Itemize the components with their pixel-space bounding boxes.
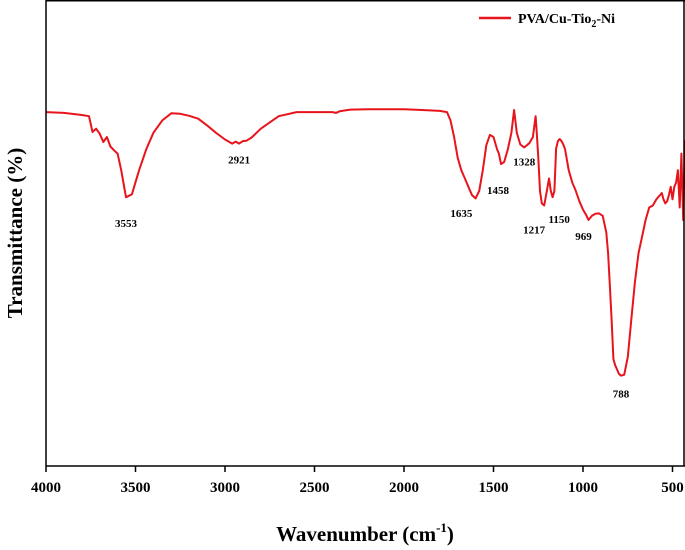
legend-label-main: PVA/Cu-Tio — [518, 12, 591, 27]
x-tick-label: 500 — [661, 480, 684, 496]
x-tick-label: 3000 — [210, 480, 240, 496]
plot-area — [45, 108, 685, 377]
x-tick-label: 1500 — [479, 480, 509, 496]
x-axis-ticks: 4000 3500 3000 2500 2000 1500 1000 500 — [31, 466, 684, 496]
x-tick-label: 2000 — [389, 480, 419, 496]
peak-label: 788 — [613, 389, 630, 401]
x-tick-label: 2500 — [300, 480, 330, 496]
peak-label: 1635 — [450, 208, 473, 220]
peak-label: 1458 — [487, 185, 510, 197]
x-axis-title: Wavenumber (cm-1) — [276, 520, 454, 546]
series-line — [45, 108, 685, 377]
y-axis-title: Transmittance (%) — [3, 148, 27, 319]
x-axis-title-main: Wavenumber (cm — [276, 522, 437, 546]
peak-label: 1217 — [523, 224, 546, 236]
peak-label: 969 — [575, 231, 592, 243]
peak-label: 3553 — [115, 218, 138, 230]
x-tick-label: 4000 — [31, 480, 61, 496]
legend-label-end: -Ni — [596, 12, 615, 27]
peak-label: 1150 — [548, 214, 570, 226]
chart-frame — [45, 0, 685, 467]
peak-label: 1328 — [513, 156, 536, 168]
legend-label-sub: 2 — [591, 19, 596, 30]
x-tick-label: 1000 — [568, 480, 598, 496]
x-axis-title-sup: -1 — [436, 520, 447, 535]
legend-label: PVA/Cu-Tio2-Ni — [518, 12, 615, 30]
legend: PVA/Cu-Tio2-Ni — [479, 12, 615, 30]
x-tick-label: 3500 — [121, 480, 151, 496]
peak-label: 2921 — [228, 155, 250, 167]
x-axis-title-end: ) — [447, 522, 454, 546]
